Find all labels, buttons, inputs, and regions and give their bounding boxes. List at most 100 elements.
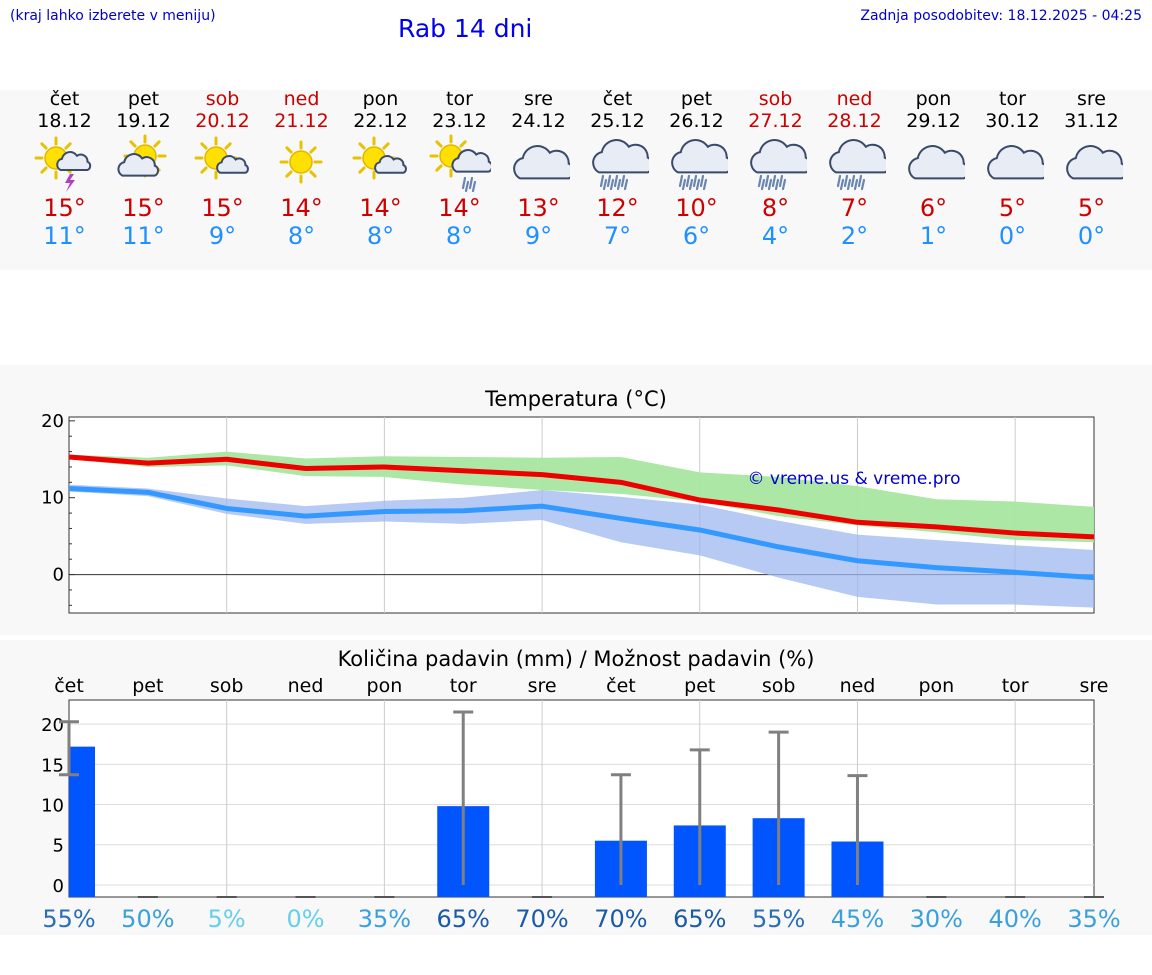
min-temperature: 8°	[366, 222, 395, 250]
category-label: čet	[606, 675, 636, 697]
forecast-band	[0, 90, 1152, 270]
category-label: sob	[762, 675, 796, 697]
day-name: čet	[602, 88, 633, 110]
min-temperature: 9°	[524, 222, 553, 250]
day-date: 26.12	[669, 110, 724, 132]
sun-cloud-icon	[104, 132, 183, 194]
max-temperature: 6°	[919, 194, 948, 222]
precipitation-chance-label: 5%	[208, 905, 246, 933]
last-update-label: Zadnja posodobitev: 18.12.2025 - 04:25	[860, 8, 1142, 24]
y-tick-label: 10	[41, 796, 64, 817]
min-temperature: 6°	[682, 222, 711, 250]
precipitation-chart-title: Količina padavin (mm) / Možnost padavin …	[337, 647, 815, 671]
category-label: sre	[1080, 675, 1109, 697]
temperature-chart: 0 10 20 © vreme.us & vreme.pro	[41, 411, 1095, 614]
max-temperature: 5°	[1077, 194, 1106, 222]
day-column: pet 26.12 10° 6°	[657, 88, 736, 250]
day-name: tor	[999, 88, 1026, 110]
category-label: pet	[132, 675, 163, 697]
precipitation-chance-label: 55%	[42, 905, 95, 933]
max-temperature: 15°	[122, 194, 165, 222]
day-date: 23.12	[432, 110, 487, 132]
day-column: ned 21.12 14° 8°	[262, 88, 341, 250]
day-date: 27.12	[748, 110, 803, 132]
cloud-rain-icon	[578, 132, 657, 194]
plot-area	[68, 699, 1095, 898]
max-temperature: 10°	[675, 194, 718, 222]
min-temperature: 11°	[43, 222, 86, 250]
max-temperature: 12°	[596, 194, 639, 222]
day-date: 25.12	[590, 110, 645, 132]
min-temperature: 1°	[919, 222, 948, 250]
day-column: pon 29.12 6° 1°	[894, 88, 973, 250]
sun-cloud-rain-icon	[420, 132, 499, 194]
min-temperature: 8°	[445, 222, 474, 250]
day-date: 24.12	[511, 110, 566, 132]
cloud-icon	[894, 132, 973, 194]
cloud-rain-icon	[736, 132, 815, 194]
day-date: 30.12	[985, 110, 1040, 132]
cloud-rain-icon	[815, 132, 894, 194]
category-label: sre	[528, 675, 557, 697]
precipitation-chance-label: 70%	[515, 905, 568, 933]
day-column: čet 18.12 15° 11°	[25, 88, 104, 250]
max-temperature: 14°	[359, 194, 402, 222]
category-label: pon	[367, 675, 403, 697]
category-label: čet	[54, 675, 84, 697]
day-name: ned	[283, 88, 320, 110]
precipitation-chance-label: 55%	[752, 905, 805, 933]
max-temperature: 8°	[761, 194, 790, 222]
max-temperature: 14°	[280, 194, 323, 222]
max-temperature: 5°	[998, 194, 1027, 222]
sun-small-cloud-icon	[341, 132, 420, 194]
sun-icon	[262, 132, 341, 194]
day-name: sre	[524, 88, 553, 110]
category-label: pon	[918, 675, 954, 697]
y-tick-label: 20	[41, 411, 64, 432]
y-tick-label: 0	[53, 565, 64, 586]
day-date: 21.12	[274, 110, 329, 132]
day-column: sre 31.12 5° 0°	[1052, 88, 1131, 250]
day-column: pon 22.12 14° 8°	[341, 88, 420, 250]
day-date: 18.12	[37, 110, 92, 132]
day-name: sob	[758, 88, 793, 110]
category-label: pet	[684, 675, 715, 697]
precipitation-chance-label: 0%	[286, 905, 324, 933]
page-title: Rab 14 dni	[398, 14, 533, 43]
day-date: 22.12	[353, 110, 408, 132]
day-column: sob 27.12 8° 4°	[736, 88, 815, 250]
y-tick-label: 10	[41, 488, 64, 509]
category-label: ned	[288, 675, 324, 697]
y-tick-label: 5	[53, 836, 64, 857]
category-label: ned	[840, 675, 876, 697]
day-column: tor 30.12 5° 0°	[973, 88, 1052, 250]
min-temperature: 4°	[761, 222, 790, 250]
min-temperature: 2°	[840, 222, 869, 250]
min-temperature: 9°	[208, 222, 237, 250]
precipitation-chance-label: 40%	[988, 905, 1041, 933]
precipitation-chart: čet pet sob ned pon tor sre čet pet sob ned pon tor s…	[41, 675, 1121, 933]
max-temperature: 7°	[840, 194, 869, 222]
day-column: ned 28.12 7° 2°	[815, 88, 894, 250]
cloud-icon	[1052, 132, 1131, 194]
precipitation-chance-label: 35%	[358, 905, 411, 933]
precipitation-chance-label: 45%	[831, 905, 884, 933]
category-label: sob	[210, 675, 244, 697]
day-name: pet	[680, 88, 713, 110]
y-tick-label: 0	[53, 876, 64, 897]
precipitation-chance-label: 30%	[910, 905, 963, 933]
min-temperature: 0°	[998, 222, 1027, 250]
min-temperature: 11°	[122, 222, 165, 250]
day-date: 29.12	[906, 110, 961, 132]
day-name: pon	[362, 88, 399, 110]
sun-small-cloud-icon	[183, 132, 262, 194]
day-name: ned	[836, 88, 873, 110]
max-temperature-line	[68, 454, 1095, 540]
cloud-icon	[499, 132, 578, 194]
location-menu-hint: (kraj lahko izberete v meniju)	[10, 8, 216, 24]
day-name: pet	[127, 88, 160, 110]
day-name: sre	[1077, 88, 1106, 110]
sun-cloud-thunder-icon	[25, 132, 104, 194]
y-tick-label: 20	[41, 715, 64, 736]
min-temperature: 7°	[603, 222, 632, 250]
